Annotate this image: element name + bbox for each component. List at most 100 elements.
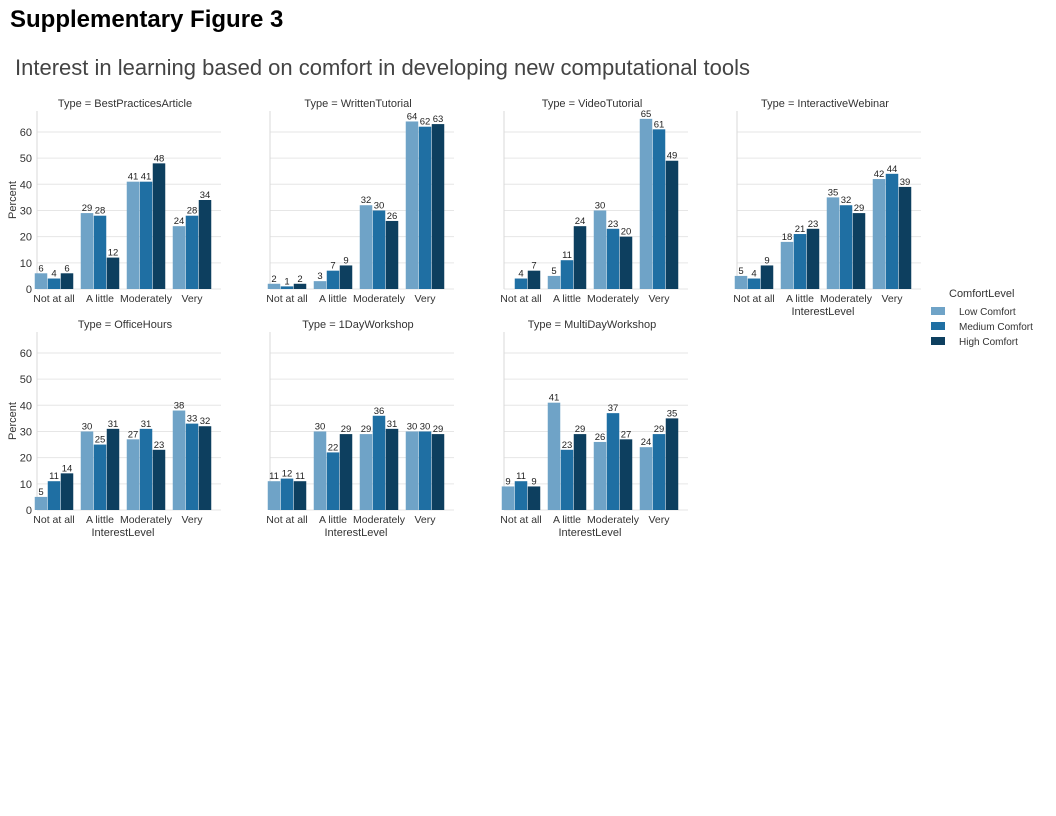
- x-tick-label: Moderately: [120, 514, 173, 526]
- bar-value-label: 24: [575, 216, 586, 227]
- bar: [514, 278, 528, 289]
- bar-value-label: 23: [808, 219, 819, 230]
- bar: [734, 275, 748, 289]
- y-tick-label: 10: [20, 258, 32, 270]
- figure-title: Supplementary Figure 3: [10, 6, 284, 33]
- bar: [898, 186, 912, 289]
- bar-value-label: 42: [874, 169, 885, 180]
- bar: [93, 444, 107, 510]
- x-tick-label: Not at all: [266, 293, 307, 305]
- bar: [126, 181, 140, 289]
- bar: [639, 118, 653, 290]
- bar-value-label: 30: [315, 421, 326, 432]
- bar: [839, 205, 853, 289]
- x-axis-label: InterestLevel: [559, 527, 622, 539]
- legend-swatch: [931, 337, 945, 345]
- figure-subtitle: Interest in learning based on comfort in…: [15, 55, 751, 80]
- bar-value-label: 33: [187, 414, 198, 425]
- bar-value-label: 31: [108, 419, 119, 430]
- bar-value-label: 27: [128, 429, 139, 440]
- bar-value-label: 31: [387, 419, 398, 430]
- bar-value-label: 28: [187, 206, 198, 217]
- x-tick-label: Very: [181, 514, 203, 526]
- bar-value-label: 6: [64, 263, 69, 274]
- y-axis-label: Percent: [7, 402, 19, 440]
- x-tick-label: Not at all: [33, 514, 74, 526]
- bar: [547, 402, 561, 510]
- bar-value-label: 29: [433, 424, 444, 435]
- bar-value-label: 37: [608, 403, 619, 414]
- bar-value-label: 38: [174, 401, 185, 412]
- x-tick-label: Not at all: [500, 293, 541, 305]
- bar: [280, 286, 294, 289]
- bar: [793, 234, 807, 289]
- bar: [431, 124, 445, 290]
- bar: [280, 478, 294, 510]
- bar-value-label: 11: [516, 471, 526, 482]
- bar: [185, 215, 199, 289]
- bar: [547, 275, 561, 289]
- panel-title: Type = InteractiveWebinar: [761, 98, 889, 110]
- y-tick-label: 20: [20, 232, 32, 244]
- bar: [359, 434, 373, 510]
- bar-value-label: 48: [154, 153, 165, 164]
- x-axis-label: InterestLevel: [325, 527, 388, 539]
- bar-value-label: 11: [49, 471, 59, 482]
- bar-value-label: 11: [295, 471, 305, 482]
- bar: [560, 449, 574, 510]
- bar-value-label: 26: [595, 432, 606, 443]
- bar: [385, 428, 399, 510]
- bar: [665, 160, 679, 289]
- bar-value-label: 30: [407, 421, 418, 432]
- bar-value-label: 41: [549, 393, 560, 404]
- x-tick-label: Moderately: [353, 514, 406, 526]
- bar: [593, 210, 607, 289]
- bar-value-label: 23: [154, 440, 165, 451]
- bar: [431, 434, 445, 510]
- bar-value-label: 29: [654, 424, 665, 435]
- bar-value-label: 32: [841, 195, 852, 206]
- bar-value-label: 7: [330, 261, 335, 272]
- bar: [405, 431, 419, 510]
- bar-value-label: 61: [654, 119, 665, 130]
- bar: [152, 163, 166, 289]
- x-tick-label: A little: [319, 293, 347, 305]
- bar: [573, 434, 587, 510]
- bar-value-label: 4: [518, 269, 523, 280]
- x-tick-label: Very: [414, 293, 436, 305]
- bar-value-label: 4: [751, 269, 756, 280]
- bar: [760, 265, 774, 289]
- bar-value-label: 29: [361, 424, 372, 435]
- bar: [560, 260, 574, 289]
- bar: [60, 273, 74, 289]
- bar: [339, 434, 353, 510]
- bar: [172, 226, 186, 289]
- x-tick-label: A little: [553, 514, 581, 526]
- bar: [619, 439, 633, 510]
- y-tick-label: 0: [26, 284, 32, 296]
- bar-value-label: 32: [361, 195, 372, 206]
- bar-value-label: 30: [595, 200, 606, 211]
- bar-value-label: 23: [562, 440, 573, 451]
- bar-value-label: 9: [505, 476, 510, 487]
- bar: [106, 257, 120, 289]
- y-tick-label: 60: [20, 348, 32, 360]
- bar: [152, 449, 166, 510]
- bar: [826, 197, 840, 289]
- bar: [60, 473, 74, 510]
- bar: [339, 265, 353, 289]
- y-tick-label: 20: [20, 453, 32, 465]
- bar: [185, 423, 199, 510]
- bar-value-label: 65: [641, 109, 652, 120]
- panel-title: Type = 1DayWorkshop: [302, 319, 413, 331]
- x-tick-label: A little: [319, 514, 347, 526]
- bar-value-label: 18: [782, 232, 793, 243]
- y-tick-label: 40: [20, 400, 32, 412]
- x-tick-label: A little: [786, 293, 814, 305]
- y-tick-label: 40: [20, 179, 32, 191]
- bar: [639, 447, 653, 510]
- bar-value-label: 49: [667, 151, 678, 162]
- bar: [198, 200, 212, 289]
- x-tick-label: Not at all: [266, 514, 307, 526]
- bar: [139, 428, 153, 510]
